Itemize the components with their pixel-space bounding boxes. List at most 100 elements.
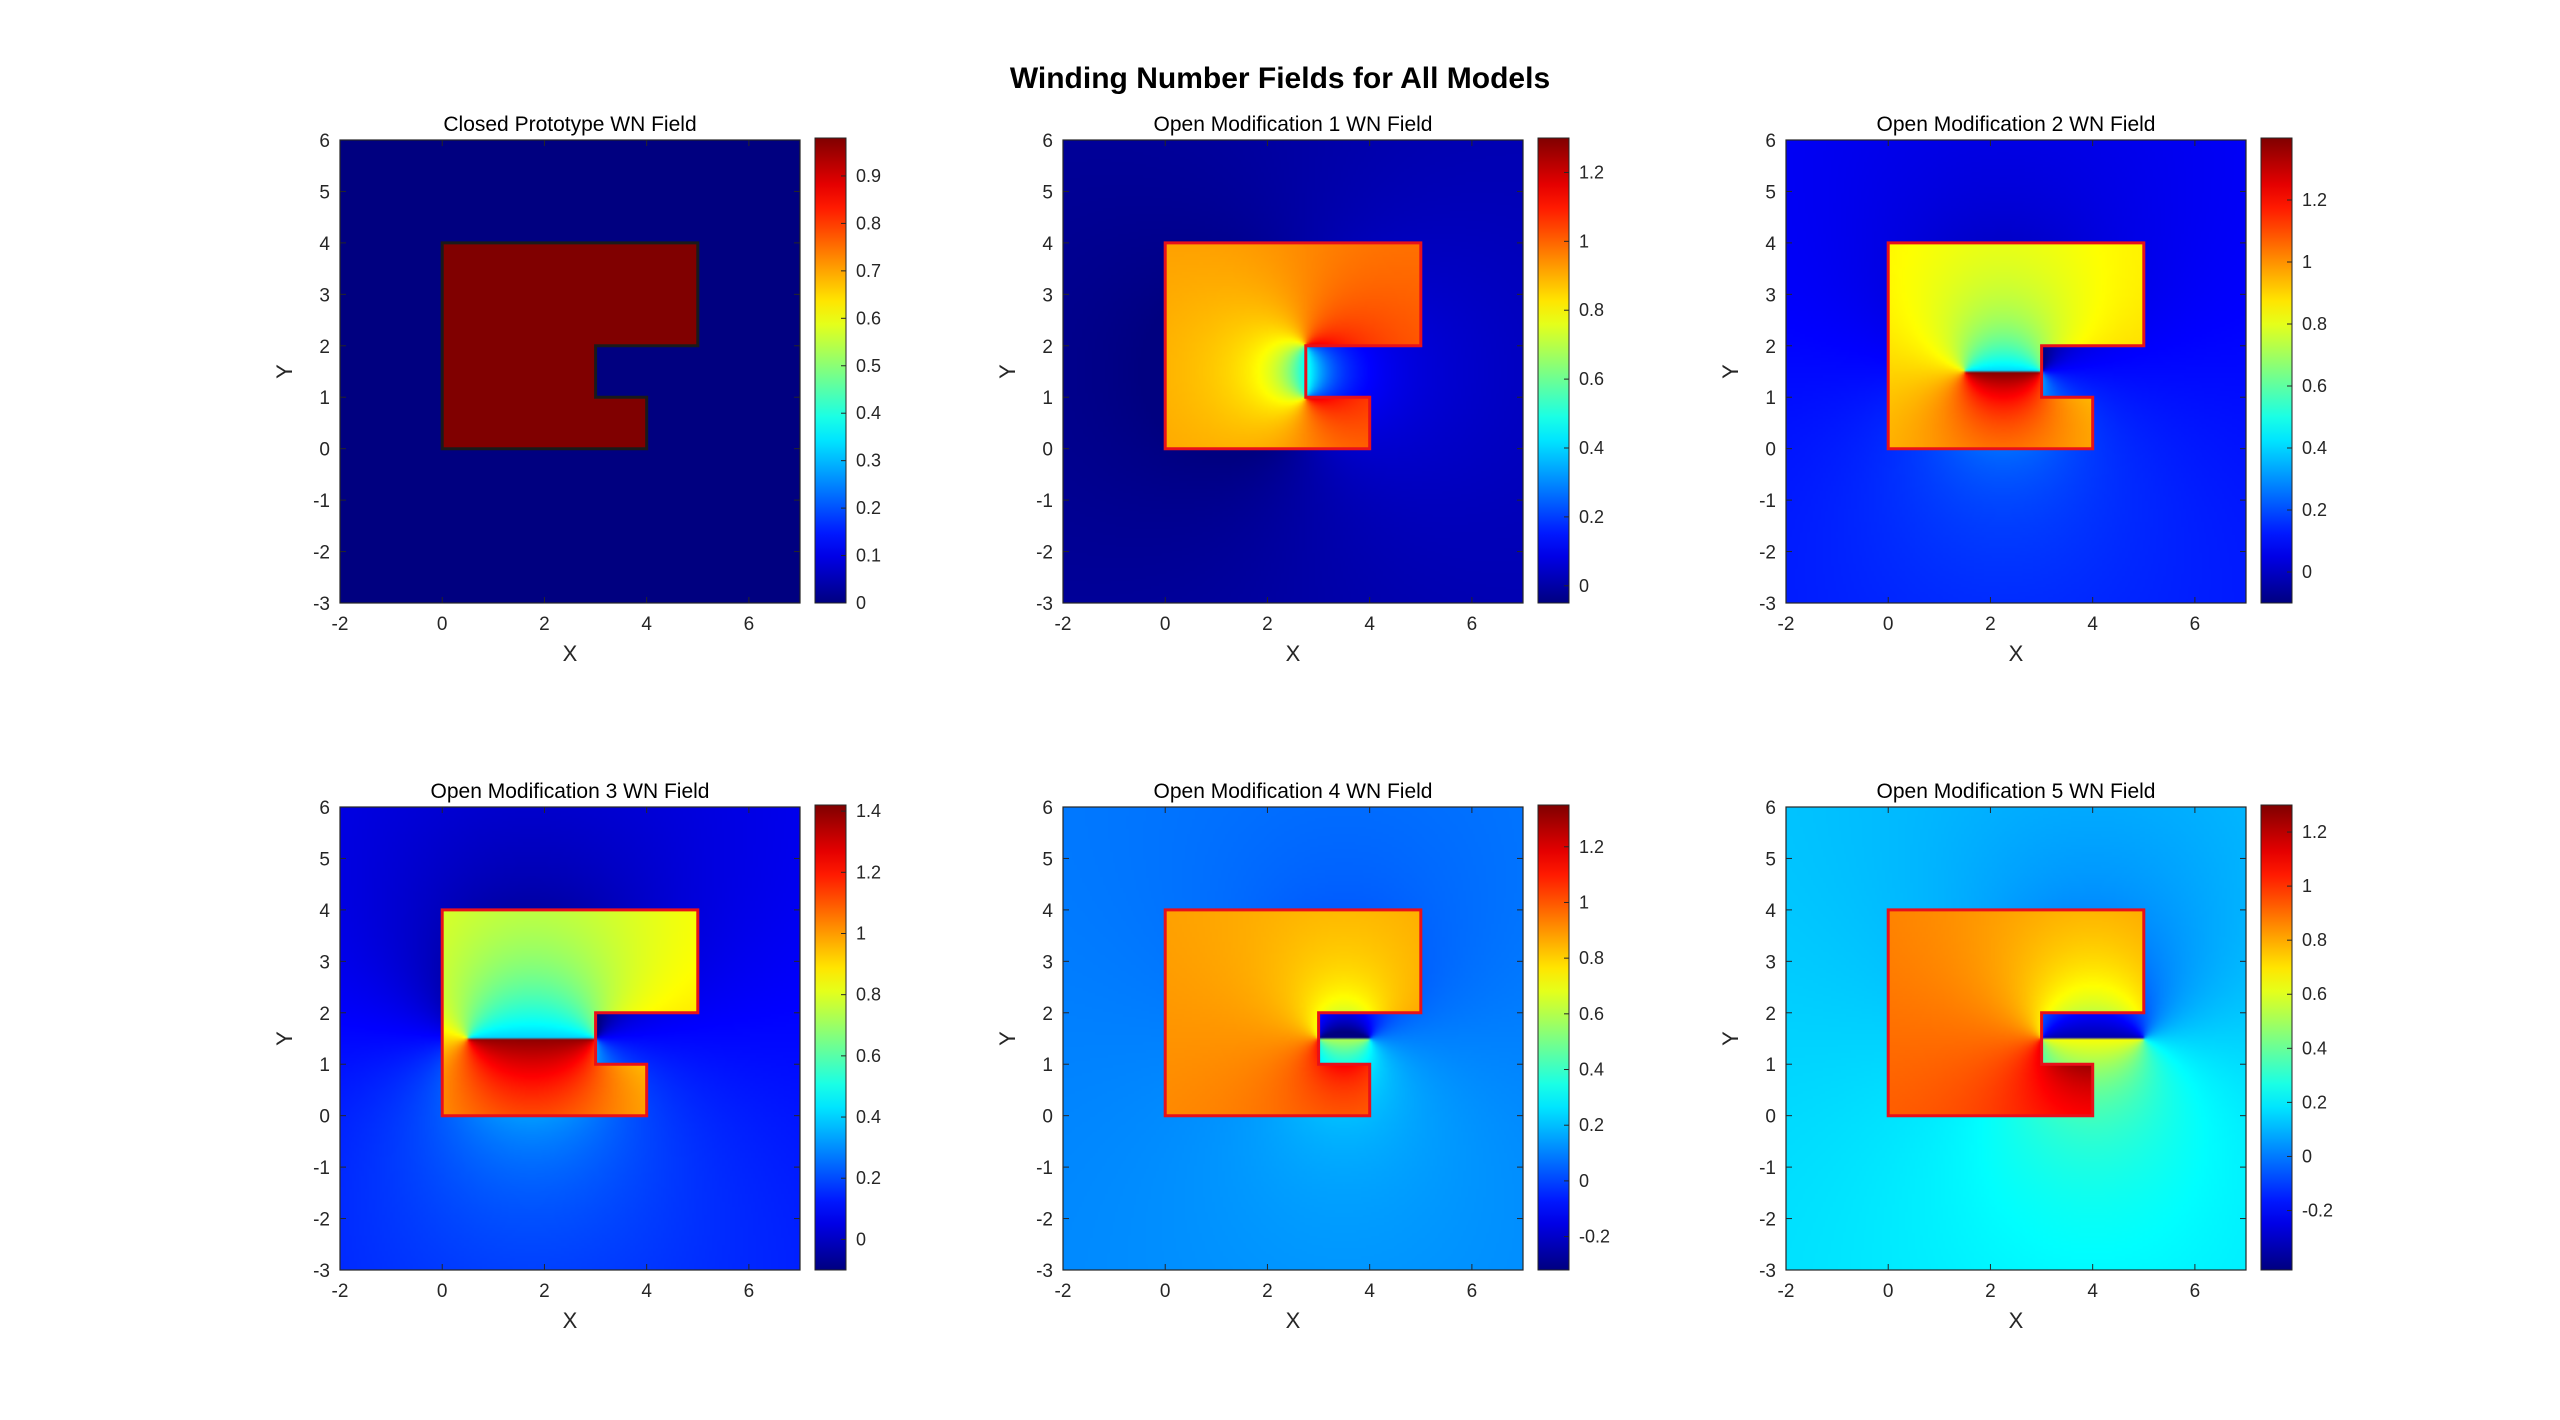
x-axis-label: X [2009,641,2024,666]
y-tick-label: -3 [313,1261,330,1282]
shape-boundary [1886,908,2146,1118]
x-tick-label: 4 [1364,1281,1375,1302]
colorbar-tick-label: 0.6 [856,1046,881,1066]
y-tick-label: 2 [1042,1004,1053,1025]
colorbar-tick-label: 0 [2302,1146,2312,1166]
x-tick-label: 2 [1262,614,1273,635]
heatmap-field [340,807,800,1270]
x-axis-label: X [1286,641,1301,666]
y-tick-label: -2 [313,543,330,564]
colorbar-tick-label: 0.9 [856,166,881,186]
y-tick-label: 1 [1042,388,1053,409]
colorbar-tick-label: 1 [856,923,866,943]
colorbar [1537,137,1570,604]
shape-boundary [1163,241,1423,451]
y-tick-label: -2 [313,1210,330,1231]
colorbar-tick-label: -0.2 [1579,1227,1610,1247]
panel-title: Open Modification 2 WN Field [1877,113,2156,136]
y-tick-label: 0 [1765,1107,1776,1128]
colorbar-tick-label: 0.4 [2302,438,2327,458]
x-tick-label: 2 [1985,614,1996,635]
figure-title: Winding Number Fields for All Models [1010,62,1550,95]
x-tick-label: 0 [1883,1281,1894,1302]
colorbar-tick-label: 1 [2302,252,2312,272]
y-axis-label: Y [1718,364,1743,379]
x-tick-label: 6 [1467,1281,1478,1302]
x-tick-label: 0 [1160,614,1171,635]
y-tick-label: 1 [1042,1055,1053,1076]
y-tick-label: 0 [319,1107,330,1128]
axes-box [1062,139,1524,604]
colorbar-tick-label: 0.6 [2302,376,2327,396]
colorbar-tick-label: 0.8 [1579,948,1604,968]
x-axis-label: X [2009,1308,2024,1333]
y-tick-label: 4 [1042,234,1053,255]
y-tick-label: 5 [319,182,330,203]
y-tick-label: 4 [319,234,330,255]
y-tick-label: 2 [319,337,330,358]
colorbar-tick-label: 1.2 [1579,837,1604,857]
colorbar-tick-label: 1 [1579,892,1589,912]
colorbar-tick-label: 0.8 [856,213,881,233]
x-tick-label: 6 [2190,614,2201,635]
y-tick-label: 6 [319,131,330,152]
colorbar-tick-label: 0.6 [2302,984,2327,1004]
colorbar-tick-label: 0.7 [856,261,881,281]
y-axis-label: Y [272,364,297,379]
y-tick-label: 0 [1765,440,1776,461]
heatmap-field [340,140,800,603]
y-tick-label: 3 [1765,952,1776,973]
y-tick-label: 4 [1765,901,1776,922]
colorbar-tick-label: 0.2 [1579,507,1604,527]
y-tick-label: -2 [1036,1210,1053,1231]
colorbar-tick-label: 0.6 [856,308,881,328]
y-tick-label: 3 [319,952,330,973]
colorbar-tick-label: 0 [2302,562,2312,582]
y-tick-label: 5 [319,849,330,870]
y-tick-label: 3 [1042,285,1053,306]
axes-box [1785,806,2247,1271]
y-tick-label: 5 [1765,182,1776,203]
colorbar [1537,804,1570,1271]
y-tick-label: 6 [1042,131,1053,152]
colorbar-tick-label: 0 [1579,1171,1589,1191]
y-tick-label: 6 [1765,131,1776,152]
y-tick-label: 3 [319,285,330,306]
colorbar-tick-label: 0.8 [2302,930,2327,950]
x-tick-label: 4 [2087,1281,2098,1302]
colorbar-tick-label: 0.5 [856,356,881,376]
colorbar-tick-label: 0.6 [1579,1004,1604,1024]
heatmap-field [1063,807,1523,1270]
colorbar-tick-label: 0.4 [856,403,881,423]
y-tick-label: 4 [319,901,330,922]
y-tick-label: -1 [313,491,330,512]
y-tick-label: 5 [1042,182,1053,203]
colorbar-tick-label: 0.6 [1579,369,1604,389]
x-tick-label: 2 [1262,1281,1273,1302]
y-tick-label: -3 [1036,594,1053,615]
panel-title: Open Modification 4 WN Field [1154,780,1433,803]
colorbar-tick-label: 0 [856,593,866,613]
colorbar-tick-label: 0.4 [1579,438,1604,458]
colorbar [814,137,847,604]
colorbar-tick-label: 1.2 [856,862,881,882]
x-tick-label: 0 [437,614,448,635]
y-tick-label: 0 [319,440,330,461]
y-tick-label: -2 [1759,1210,1776,1231]
panel-title: Open Modification 1 WN Field [1154,113,1433,136]
shape-boundary [440,908,700,1118]
colorbar-tick-label: 0.4 [856,1107,881,1127]
y-tick-label: -1 [313,1158,330,1179]
colorbar [2260,137,2293,604]
y-tick-label: -2 [1036,543,1053,564]
y-tick-label: 4 [1765,234,1776,255]
axes-box [1062,806,1524,1271]
x-axis-label: X [563,641,578,666]
colorbar-tick-label: 0.2 [856,498,881,518]
colorbar-tick-label: 0.4 [2302,1038,2327,1058]
colorbar-tick-label: 1.2 [2302,822,2327,842]
